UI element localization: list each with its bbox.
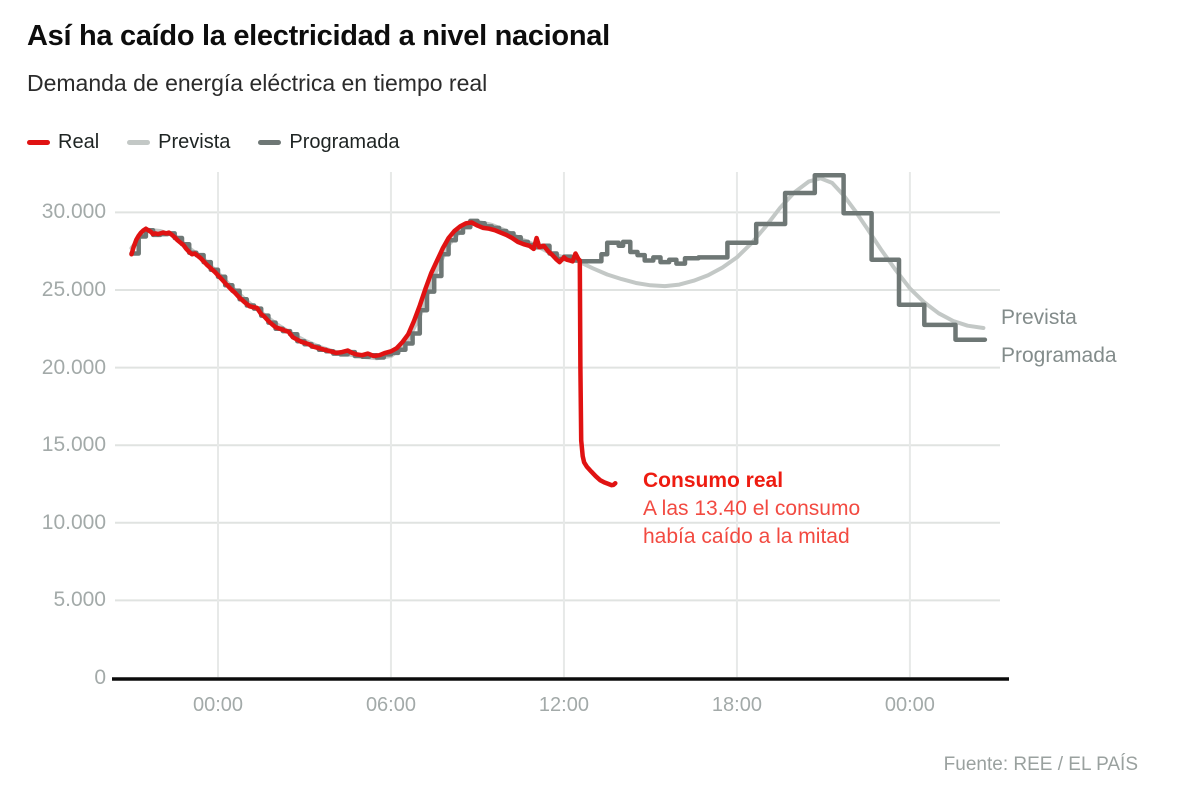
annotation-consumo-real: Consumo real A las 13.40 el consumo habí… (643, 467, 860, 551)
x-tick-label: 00:00 (884, 694, 935, 716)
page-title: Así ha caído la electricidad a nivel nac… (27, 20, 610, 52)
y-tick-label: 5.000 (53, 588, 106, 612)
y-tick-label: 20.000 (41, 355, 106, 379)
x-tick-label: 06:00 (365, 694, 416, 716)
annotation-line-1: A las 13.40 el consumo (643, 497, 861, 520)
y-tick-label: 25.000 (41, 278, 106, 301)
legend: Real Prevista Programada (27, 131, 399, 154)
series-line-real (129, 220, 618, 488)
legend-item-programada: Programada (258, 131, 399, 154)
series-line-prevista (129, 176, 986, 361)
y-tick-label: 10.000 (41, 510, 106, 534)
x-tick-label: 18:00 (711, 694, 762, 716)
legend-swatch-real-icon (27, 140, 50, 145)
annotation-line-2: había caído a la mitad (643, 525, 850, 548)
y-tick-label: 0 (94, 666, 106, 689)
legend-item-real: Real (27, 131, 99, 154)
legend-label-real: Real (58, 131, 100, 153)
series-line-programada (129, 172, 988, 360)
source-credit: Fuente: REE / EL PAÍS (943, 754, 1138, 775)
series-label-prevista: Prevista (1001, 306, 1077, 329)
legend-swatch-programada-icon (258, 140, 282, 145)
y-tick-label: 15.000 (41, 433, 106, 457)
legend-label-prevista: Prevista (158, 131, 231, 153)
legend-label-programada: Programada (289, 131, 400, 153)
x-tick-label: 00:00 (192, 694, 244, 716)
chart-subtitle: Demanda de energía eléctrica en tiempo r… (27, 70, 488, 96)
y-tick-label: 30.000 (41, 200, 106, 224)
legend-item-prevista: Prevista (127, 131, 230, 154)
x-tick-label: 12:00 (538, 694, 589, 716)
legend-swatch-prevista-icon (127, 140, 151, 145)
series-label-programada: Programada (1001, 344, 1117, 367)
annotation-title: Consumo real (643, 469, 784, 492)
